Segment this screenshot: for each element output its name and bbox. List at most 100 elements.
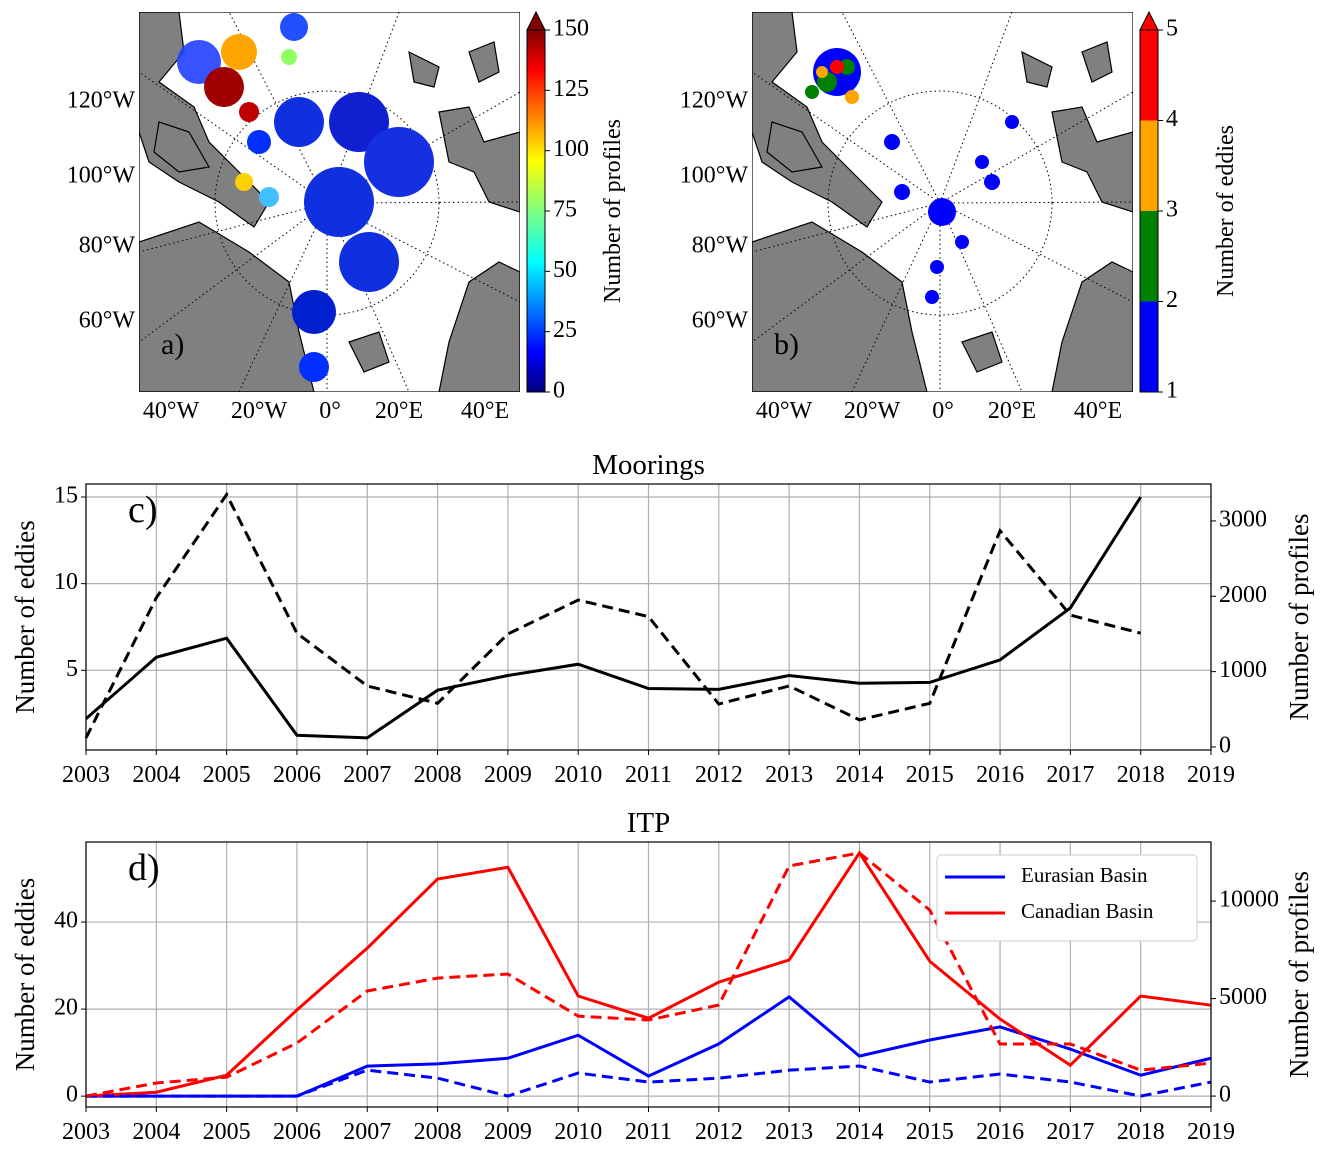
colorbar-tick-label: 1 xyxy=(1166,378,1178,404)
colorbar-segment xyxy=(1140,211,1158,302)
lat-label: 120°W xyxy=(680,88,749,114)
colorbar-label: Number of eddies xyxy=(1213,125,1239,297)
x-tick-label: 2019 xyxy=(1187,1119,1235,1145)
colorbar-tick-label: 3 xyxy=(1166,197,1178,223)
lat-label: 100°W xyxy=(67,163,136,189)
y-tick-label: 15 xyxy=(54,482,78,508)
x-tick-label: 2009 xyxy=(484,1119,532,1145)
y-tick-label: 5 xyxy=(66,656,78,682)
colorbar-tick-label: 100 xyxy=(553,136,589,162)
y-tick-label: 20 xyxy=(54,995,78,1021)
plot-frame xyxy=(85,483,1212,751)
lon-label: 40°W xyxy=(143,398,200,424)
colorbar-tick-label: 0 xyxy=(553,378,565,404)
x-tick-label: 2015 xyxy=(906,762,954,788)
x-tick-label: 2019 xyxy=(1187,762,1235,788)
map-panel: a) 120°W 100°W 80°W 60°W 40°W 20°W 0° 20°E 40°E 0… xyxy=(67,10,626,424)
y2-tick-label: 0 xyxy=(1219,1082,1231,1108)
data-line xyxy=(86,1064,1212,1098)
colorbar-tick-label: 25 xyxy=(553,317,577,343)
chart-title: Moorings xyxy=(592,449,705,481)
lon-label: 40°E xyxy=(1074,398,1122,424)
colorbar-segment xyxy=(1140,30,1158,121)
map-points xyxy=(805,48,1019,304)
y-tick-label: 0 xyxy=(66,1082,78,1108)
colorbar-segment xyxy=(1140,120,1158,211)
x-tick-label: 2010 xyxy=(554,1119,602,1145)
y-tick-label: 40 xyxy=(54,908,78,934)
x-tick-label: 2011 xyxy=(625,1119,672,1145)
lat-label: 80°W xyxy=(692,233,749,259)
colorbar-tick-label: 150 xyxy=(553,16,589,42)
x-tick-label: 2018 xyxy=(1117,762,1165,788)
x-tick-label: 2018 xyxy=(1117,1119,1165,1145)
y2-tick-label: 2000 xyxy=(1219,582,1267,608)
map-panel: b) 120°W 100°W 80°W 60°W 40°W 20°W 0° 20°E 40°E 1… xyxy=(680,10,1239,424)
x-tick-label: 2008 xyxy=(414,762,462,788)
y2-axis-label: Number of profiles xyxy=(1284,871,1314,1078)
colorbar-label: Number of profiles xyxy=(600,119,626,303)
x-tick-label: 2012 xyxy=(695,762,743,788)
data-line xyxy=(85,851,1212,1098)
x-tick-label: 2004 xyxy=(132,1119,180,1145)
y2-tick-label: 3000 xyxy=(1219,506,1267,532)
colorbar-segment xyxy=(1140,301,1158,392)
x-tick-label: 2006 xyxy=(273,762,321,788)
x-tick-label: 2009 xyxy=(484,762,532,788)
lat-label: 60°W xyxy=(79,308,136,334)
lat-label: 60°W xyxy=(692,308,749,334)
colorbar-tick-label: 2 xyxy=(1166,287,1178,313)
y-tick-label: 10 xyxy=(54,569,78,595)
colorbar-tick-label: 125 xyxy=(553,76,589,102)
line-chart: 2003 2004 2005 2006 2007 2008 2009 2010 2011 2012… xyxy=(10,449,1314,788)
colorbar-tick-label: 50 xyxy=(553,257,577,283)
x-tick-label: 2017 xyxy=(1046,1119,1094,1145)
y2-tick-label: 5000 xyxy=(1219,984,1267,1010)
panel-label: c) xyxy=(128,489,158,531)
x-tick-label: 2012 xyxy=(695,1119,743,1145)
legend-label: Canadian Basin xyxy=(1021,899,1154,923)
colorbar-extend xyxy=(1139,10,1159,31)
plot-frame xyxy=(85,841,1212,1108)
y2-axis-label: Number of profiles xyxy=(1284,514,1314,721)
x-tick-label: 2014 xyxy=(835,762,883,788)
x-tick-label: 2017 xyxy=(1046,762,1094,788)
x-tick-label: 2014 xyxy=(835,1119,883,1145)
x-tick-label: 2010 xyxy=(554,762,602,788)
y-axis-label: Number of eddies xyxy=(10,520,40,713)
lon-label: 40°E xyxy=(461,398,509,424)
colorbar-tick-label: 5 xyxy=(1166,16,1178,42)
colorbar xyxy=(527,30,545,392)
y2-tick-label: 1000 xyxy=(1219,657,1267,683)
x-tick-label: 2007 xyxy=(343,1119,391,1145)
lon-label: 40°W xyxy=(756,398,813,424)
lat-label: 120°W xyxy=(67,88,136,114)
data-line xyxy=(85,850,1212,1098)
colorbar-tick-label: 4 xyxy=(1166,106,1178,132)
x-tick-label: 2016 xyxy=(976,762,1024,788)
panel-label: b) xyxy=(774,328,799,361)
x-tick-label: 2003 xyxy=(62,762,110,788)
lon-label: 20°W xyxy=(844,398,901,424)
y2-tick-label: 0 xyxy=(1219,732,1231,758)
x-tick-label: 2007 xyxy=(343,762,391,788)
x-tick-label: 2011 xyxy=(625,762,672,788)
x-tick-label: 2016 xyxy=(976,1119,1024,1145)
x-tick-label: 2008 xyxy=(414,1119,462,1145)
colorbar-tick-label: 75 xyxy=(553,197,577,223)
panel-label: d) xyxy=(128,847,160,889)
y2-tick-label: 10000 xyxy=(1219,887,1279,913)
panel-label: a) xyxy=(161,328,184,361)
lon-label: 0° xyxy=(932,398,954,424)
x-tick-label: 2013 xyxy=(765,1119,813,1145)
line-chart: 2003 2004 2005 2006 2007 2008 2009 2010 2011 2012… xyxy=(10,807,1314,1145)
x-tick-label: 2015 xyxy=(906,1119,954,1145)
lon-label: 20°E xyxy=(375,398,423,424)
map-points xyxy=(177,13,434,382)
lon-label: 0° xyxy=(319,398,341,424)
lon-label: 20°W xyxy=(231,398,288,424)
x-tick-label: 2013 xyxy=(765,762,813,788)
chart-title: ITP xyxy=(627,807,671,839)
x-tick-label: 2003 xyxy=(62,1119,110,1145)
